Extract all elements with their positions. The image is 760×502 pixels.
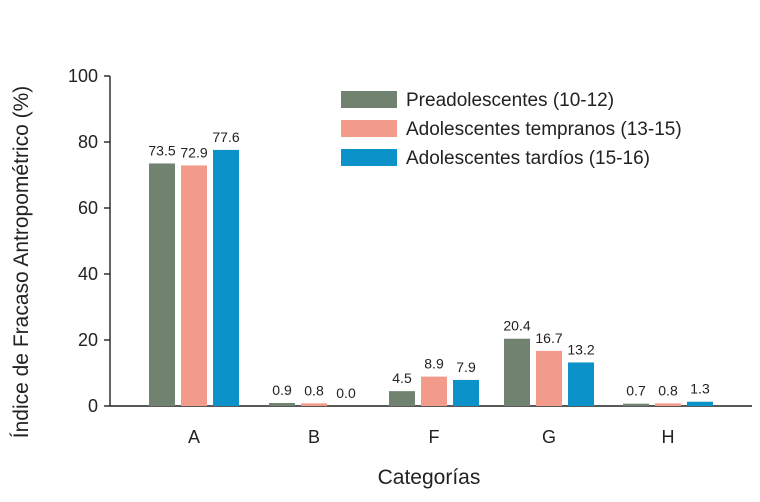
bar bbox=[181, 165, 207, 406]
x-tick-label: F bbox=[429, 427, 440, 447]
data-label: 1.3 bbox=[690, 381, 710, 397]
bar bbox=[655, 403, 681, 406]
legend-swatch bbox=[341, 149, 397, 166]
data-label: 0.9 bbox=[272, 382, 292, 398]
bar bbox=[504, 338, 530, 406]
legend-swatch bbox=[341, 120, 397, 137]
legend: Preadolescentes (10-12) Adolescentes temp… bbox=[341, 90, 682, 169]
legend-label: Adolescentes tardíos (15-16) bbox=[406, 148, 650, 169]
data-label: 8.9 bbox=[424, 356, 444, 372]
data-label: 7.9 bbox=[456, 359, 476, 375]
bar bbox=[213, 149, 239, 407]
x-tick-label: B bbox=[308, 427, 320, 447]
legend-label: Preadolescentes (10-12) bbox=[406, 90, 614, 111]
data-label: 16.7 bbox=[535, 330, 562, 346]
data-label: 73.5 bbox=[148, 142, 175, 158]
x-tick-label: A bbox=[188, 427, 200, 447]
y-tick-label: 20 bbox=[78, 330, 98, 350]
bar bbox=[568, 362, 594, 406]
bar bbox=[623, 403, 649, 406]
data-label: 72.9 bbox=[180, 144, 207, 160]
y-tick-label: 40 bbox=[78, 264, 98, 284]
x-tick-label: G bbox=[542, 427, 556, 447]
bars bbox=[149, 149, 713, 407]
y-axis-ticks: 0 20 40 60 80 100 bbox=[68, 66, 110, 416]
data-label: 13.2 bbox=[567, 341, 594, 357]
data-labels: 73.5 72.9 77.6 0.9 0.8 0.0 4.5 8.9 7.9 20.4 16.7 13… bbox=[148, 129, 710, 401]
y-tick-label: 0 bbox=[88, 396, 98, 416]
x-axis-title: Categorías bbox=[378, 466, 481, 489]
bar bbox=[453, 379, 479, 406]
bar bbox=[301, 403, 327, 406]
data-label: 0.8 bbox=[304, 382, 324, 398]
bar bbox=[687, 401, 713, 406]
y-tick-label: 100 bbox=[68, 66, 98, 86]
bar bbox=[389, 391, 415, 406]
data-label: 4.5 bbox=[392, 370, 412, 386]
data-label: 0.0 bbox=[336, 385, 356, 401]
data-label: 20.4 bbox=[503, 318, 530, 334]
bar bbox=[149, 163, 175, 406]
y-tick-label: 80 bbox=[78, 132, 98, 152]
data-label: 77.6 bbox=[212, 129, 239, 145]
bar bbox=[421, 376, 447, 406]
y-tick-label: 60 bbox=[78, 198, 98, 218]
legend-label: Adolescentes tempranos (13-15) bbox=[406, 119, 682, 140]
x-tick-label: H bbox=[662, 427, 675, 447]
data-label: 0.8 bbox=[658, 382, 678, 398]
data-label: 0.7 bbox=[626, 383, 646, 399]
legend-swatch bbox=[341, 91, 397, 108]
bar bbox=[536, 350, 562, 406]
y-axis-title: Índice de Fracaso Antropométrico (%) bbox=[10, 86, 33, 439]
bar bbox=[269, 403, 295, 406]
